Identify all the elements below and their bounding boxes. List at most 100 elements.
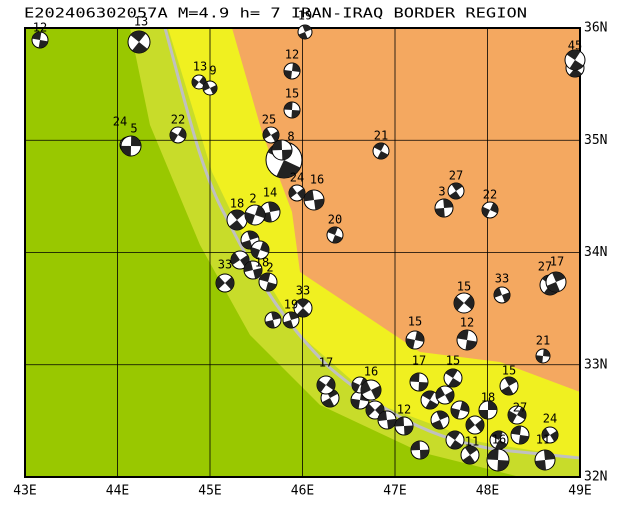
compressional-quadrant (170, 128, 187, 142)
beachball (258, 272, 278, 292)
beachball (443, 368, 463, 388)
lat-label: 35N (584, 133, 607, 148)
compressional-quadrant (536, 349, 550, 363)
depth-label: 17 (550, 255, 564, 269)
depth-label: 24 (290, 171, 304, 185)
depth-label: 3 (438, 185, 445, 199)
beachball (430, 410, 450, 430)
compressional-quadrant (435, 198, 453, 217)
depth-label: 16 (492, 433, 506, 447)
depth-label: 22 (483, 188, 497, 202)
beachball (120, 135, 142, 157)
compressional-quadrant (566, 49, 584, 71)
depth-label: 15 (285, 87, 299, 101)
compressional-quadrant (462, 445, 478, 465)
map-title: E202406302057A M=4.9 h= 7 IRAN-IRAQ BORD… (24, 7, 527, 22)
beachball (535, 348, 551, 364)
beachball (283, 101, 301, 119)
compressional-quadrant (447, 430, 463, 450)
compressional-quadrant (481, 202, 498, 218)
depth-label: 21 (374, 129, 388, 143)
compressional-quadrant (121, 136, 141, 156)
beachball (545, 271, 567, 293)
lat-label: 32N (584, 470, 607, 485)
beachball (303, 189, 325, 211)
compressional-quadrant (244, 261, 262, 279)
compressional-quadrant (411, 441, 429, 459)
depth-label: 15 (446, 354, 460, 368)
beachball (394, 416, 414, 436)
compressional-quadrant (272, 140, 292, 160)
beachball (250, 240, 270, 260)
depth-label: 27 (449, 169, 463, 183)
compressional-quadrant (431, 411, 449, 429)
compressional-quadrant (130, 31, 148, 53)
beachball (262, 126, 280, 144)
compressional-quadrant (449, 183, 463, 199)
compressional-quadrant (322, 389, 338, 407)
beachball (226, 209, 248, 231)
depth-label: 12 (285, 48, 299, 62)
depth-label: 33 (296, 284, 310, 298)
compressional-quadrant (378, 411, 396, 429)
compressional-quadrant (231, 252, 250, 268)
compressional-quadrant (245, 205, 265, 225)
compressional-quadrant (284, 101, 300, 118)
depth-label: 24 (543, 412, 557, 426)
lat-label: 33N (584, 357, 607, 372)
beachball (271, 139, 293, 161)
compressional-quadrant (546, 271, 566, 292)
beachball (478, 400, 498, 420)
lon-label: 46E (291, 484, 314, 499)
lon-label: 43E (13, 484, 36, 499)
compressional-quadrant (215, 276, 235, 290)
beachball (283, 62, 301, 80)
depth-label: 11 (536, 433, 550, 447)
beachball (450, 400, 470, 420)
depth-label: 27 (513, 401, 527, 415)
compressional-quadrant (32, 32, 48, 48)
beachball (435, 385, 455, 405)
compressional-quadrant (229, 210, 245, 230)
lat-label: 36N (584, 21, 607, 36)
beachball (541, 426, 559, 444)
beachball (486, 448, 510, 472)
beachball (215, 273, 235, 293)
depth-label: 13 (134, 15, 148, 29)
lat-label: 34N (584, 245, 607, 260)
depth-label: 27 (538, 260, 552, 274)
border-line (163, 28, 580, 460)
compressional-quadrant (501, 376, 517, 396)
compressional-quadrant (445, 368, 461, 388)
depth-label: 24 (113, 115, 127, 129)
compressional-quadrant (265, 312, 281, 328)
depth-label: 16 (310, 173, 324, 187)
compressional-quadrant (479, 401, 497, 419)
compressional-quadrant (283, 312, 299, 328)
beachball (264, 311, 282, 329)
depth-label: 16 (364, 365, 378, 379)
compressional-quadrant (450, 401, 469, 419)
compressional-quadrant (508, 407, 526, 423)
depth-label: 5 (130, 122, 137, 136)
depth-label: 12 (460, 316, 474, 330)
beachball (410, 440, 430, 460)
beachball (434, 198, 454, 218)
depth-label: 15 (502, 364, 516, 378)
beachball (456, 329, 478, 351)
beachball (169, 126, 187, 144)
beachball (499, 376, 519, 396)
compressional-quadrant (241, 231, 259, 250)
beachball (447, 182, 465, 200)
beachball (493, 286, 511, 304)
mountains (232, 28, 580, 392)
lon-label: 44E (106, 484, 129, 499)
compressional-quadrant (304, 190, 324, 210)
compressional-quadrant (327, 227, 343, 243)
compressional-quadrant (259, 273, 277, 291)
beachball (405, 330, 425, 350)
beachball (460, 445, 480, 465)
beachball (453, 292, 475, 314)
